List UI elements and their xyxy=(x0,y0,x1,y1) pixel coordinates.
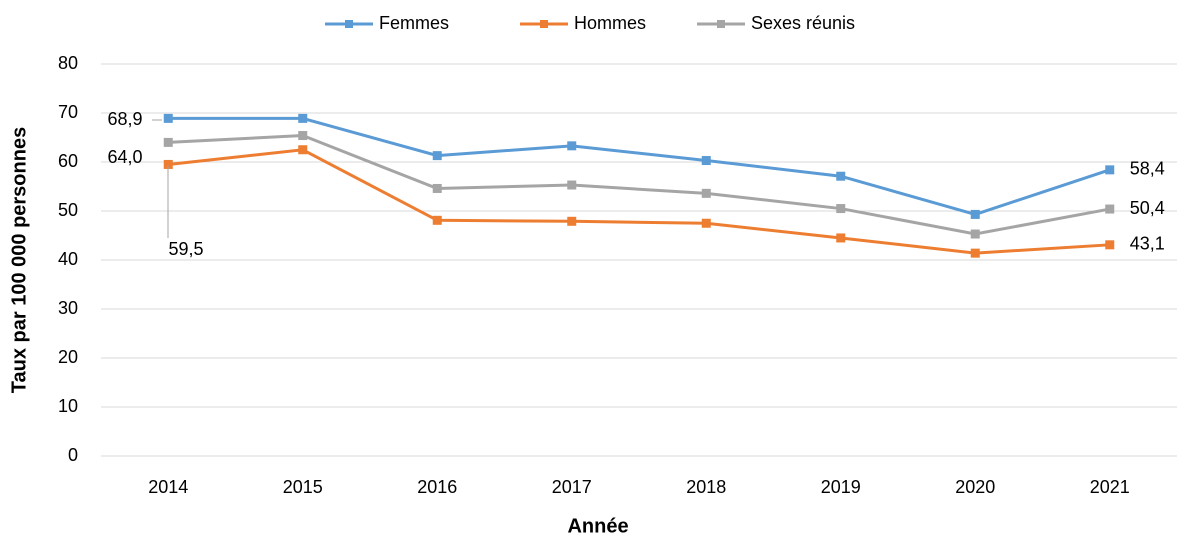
x-tick-label: 2018 xyxy=(686,477,726,497)
data-label: 68,9 xyxy=(107,109,142,129)
data-label: 58,4 xyxy=(1130,159,1165,179)
x-tick-label: 2014 xyxy=(148,477,188,497)
series-line xyxy=(168,134,1111,236)
point xyxy=(163,159,173,169)
data-label: 50,4 xyxy=(1130,198,1165,218)
legend-label: Femmes xyxy=(379,13,449,33)
point xyxy=(1105,204,1115,214)
y-tick-label: 20 xyxy=(58,347,78,367)
point xyxy=(701,156,711,166)
legend-label: Sexes réunis xyxy=(751,13,855,33)
point xyxy=(836,204,846,214)
data-label: 43,1 xyxy=(1130,234,1165,254)
point xyxy=(298,145,308,155)
x-tick-label: 2016 xyxy=(417,477,457,497)
legend-marker xyxy=(345,20,353,28)
point xyxy=(836,171,846,181)
y-tick-label: 0 xyxy=(68,445,78,465)
legend-marker xyxy=(540,20,548,28)
y-tick-label: 70 xyxy=(58,102,78,122)
y-axis-title: Taux par 100 000 personnes xyxy=(8,127,30,393)
point xyxy=(163,137,173,147)
data-label: 59,5 xyxy=(168,239,203,259)
point xyxy=(970,209,980,219)
data-label: 64,0 xyxy=(107,147,142,167)
series-line xyxy=(168,148,1110,255)
point xyxy=(432,183,442,193)
y-tick-label: 10 xyxy=(58,396,78,416)
point xyxy=(432,215,442,225)
point xyxy=(298,113,308,123)
point xyxy=(1105,240,1115,250)
series-line xyxy=(168,116,1111,216)
point xyxy=(836,233,846,243)
y-tick-label: 60 xyxy=(58,151,78,171)
x-axis-title: Année xyxy=(567,515,628,537)
x-tick-label: 2019 xyxy=(821,477,861,497)
legend-label: Hommes xyxy=(574,13,646,33)
x-tick-label: 2015 xyxy=(283,477,323,497)
point xyxy=(567,216,577,226)
point xyxy=(432,151,442,161)
y-tick-label: 40 xyxy=(58,249,78,269)
x-tick-label: 2017 xyxy=(552,477,592,497)
point xyxy=(298,131,308,141)
y-tick-label: 30 xyxy=(58,298,78,318)
point xyxy=(970,248,980,258)
y-tick-label: 50 xyxy=(58,200,78,220)
point xyxy=(567,141,577,151)
point xyxy=(163,113,173,123)
point xyxy=(1105,165,1115,175)
point xyxy=(701,218,711,228)
x-tick-label: 2020 xyxy=(955,477,995,497)
y-tick-label: 80 xyxy=(58,53,78,73)
point xyxy=(970,229,980,239)
x-tick-label: 2021 xyxy=(1090,477,1130,497)
point xyxy=(567,180,577,190)
legend-marker xyxy=(717,20,725,28)
point xyxy=(701,188,711,198)
